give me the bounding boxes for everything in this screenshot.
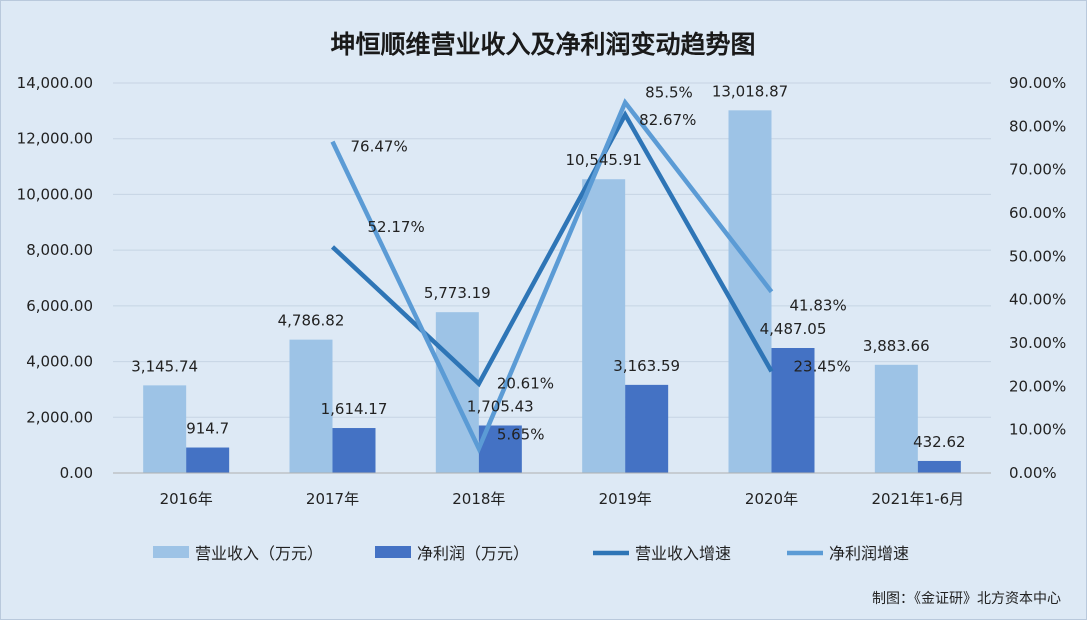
bar-data-label: 4,786.82 xyxy=(278,312,345,330)
bar-profit xyxy=(186,447,230,473)
line-data-label: 85.5% xyxy=(645,84,693,102)
x-tick-label: 2017年 xyxy=(306,490,359,508)
bar-data-label: 3,145.74 xyxy=(131,357,198,375)
bar-profit xyxy=(332,428,376,473)
line-data-label: 23.45% xyxy=(794,357,851,375)
bar-data-label: 3,883.66 xyxy=(863,337,930,355)
lines xyxy=(330,98,774,455)
left-tick-label: 0.00 xyxy=(60,464,93,482)
right-tick-label: 10.00% xyxy=(1009,421,1066,439)
right-tick-label: 30.00% xyxy=(1009,334,1066,352)
legend-label-2: 营业收入增速 xyxy=(635,544,731,563)
x-tick-label: 2019年 xyxy=(599,490,652,508)
right-tick-label: 40.00% xyxy=(1009,291,1066,309)
x-tick-label: 2018年 xyxy=(452,490,505,508)
credit-text: 制图：《金证研》北方资本中心 xyxy=(872,591,1061,607)
bar-data-label: 13,018.87 xyxy=(712,82,788,100)
x-axis: 2016年 2017年 2018年 2019年 2020年 2021年1-6月 xyxy=(113,472,991,508)
bar-data-label: 432.62 xyxy=(913,433,966,451)
data-labels: 3,145.74 4,786.82 5,773.19 10,545.91 13,018.… xyxy=(131,82,965,451)
legend-label-1: 净利润（万元） xyxy=(417,544,529,563)
bar-revenue xyxy=(874,364,918,473)
line-data-label: 20.61% xyxy=(497,375,554,393)
bar-revenue xyxy=(435,312,479,473)
bars xyxy=(143,110,961,474)
line-data-label: 76.47% xyxy=(351,138,408,156)
right-tick-label: 80.00% xyxy=(1009,117,1066,135)
x-tick-label: 2016年 xyxy=(160,490,213,508)
legend: 营业收入（万元） 净利润（万元） 营业收入增速 净利润增速 xyxy=(153,544,909,563)
bar-profit xyxy=(625,384,669,473)
right-axis: 0.00% 10.00% 20.00% 30.00% 40.00% 50.00% 60.00… xyxy=(1009,74,1066,482)
bar-profit xyxy=(771,348,815,473)
bar-revenue xyxy=(582,179,626,474)
left-tick-label: 8,000.00 xyxy=(26,241,93,259)
right-tick-label: 20.00% xyxy=(1009,377,1066,395)
right-tick-label: 70.00% xyxy=(1009,161,1066,179)
bar-profit xyxy=(917,460,961,473)
bar-revenue xyxy=(728,110,772,473)
left-tick-label: 2,000.00 xyxy=(26,408,93,426)
bar-data-label: 914.7 xyxy=(186,420,229,438)
x-tick-label: 2020年 xyxy=(745,490,798,508)
line-data-label: 52.17% xyxy=(368,218,425,236)
x-tick-label: 2021年1-6月 xyxy=(871,490,964,508)
line-revenue-growth xyxy=(330,110,774,388)
line-data-label: 5.65% xyxy=(497,426,545,444)
bar-data-label: 4,487.05 xyxy=(760,320,827,338)
left-tick-label: 6,000.00 xyxy=(26,297,93,315)
legend-swatch-1 xyxy=(375,546,411,558)
chart-title: 坤恒顺维营业收入及净利润变动趋势图 xyxy=(330,30,755,59)
legend-label-3: 净利润增速 xyxy=(829,544,909,563)
bar-revenue xyxy=(143,385,187,473)
left-tick-label: 12,000.00 xyxy=(17,130,93,148)
right-tick-label: 60.00% xyxy=(1009,204,1066,222)
legend-label-0: 营业收入（万元） xyxy=(195,544,323,563)
right-tick-label: 90.00% xyxy=(1009,74,1066,92)
line-data-label: 82.67% xyxy=(639,111,696,129)
legend-swatch-0 xyxy=(153,546,189,558)
bar-data-label: 1,705.43 xyxy=(467,397,534,415)
bar-data-label: 1,614.17 xyxy=(321,400,388,418)
left-axis: 0.00 2,000.00 4,000.00 6,000.00 8,000.00 10,0… xyxy=(17,74,93,482)
left-tick-label: 14,000.00 xyxy=(17,74,93,92)
right-tick-label: 0.00% xyxy=(1009,464,1057,482)
line-data-label: 41.83% xyxy=(790,297,847,315)
right-tick-label: 50.00% xyxy=(1009,247,1066,265)
grid xyxy=(113,82,991,418)
bar-data-label: 5,773.19 xyxy=(424,284,491,302)
left-tick-label: 4,000.00 xyxy=(26,353,93,371)
bar-data-label: 3,163.59 xyxy=(613,357,680,375)
left-tick-label: 10,000.00 xyxy=(17,185,93,203)
bar-revenue xyxy=(289,339,333,473)
line-profit-growth xyxy=(330,98,774,455)
bar-data-label: 10,545.91 xyxy=(565,151,641,169)
